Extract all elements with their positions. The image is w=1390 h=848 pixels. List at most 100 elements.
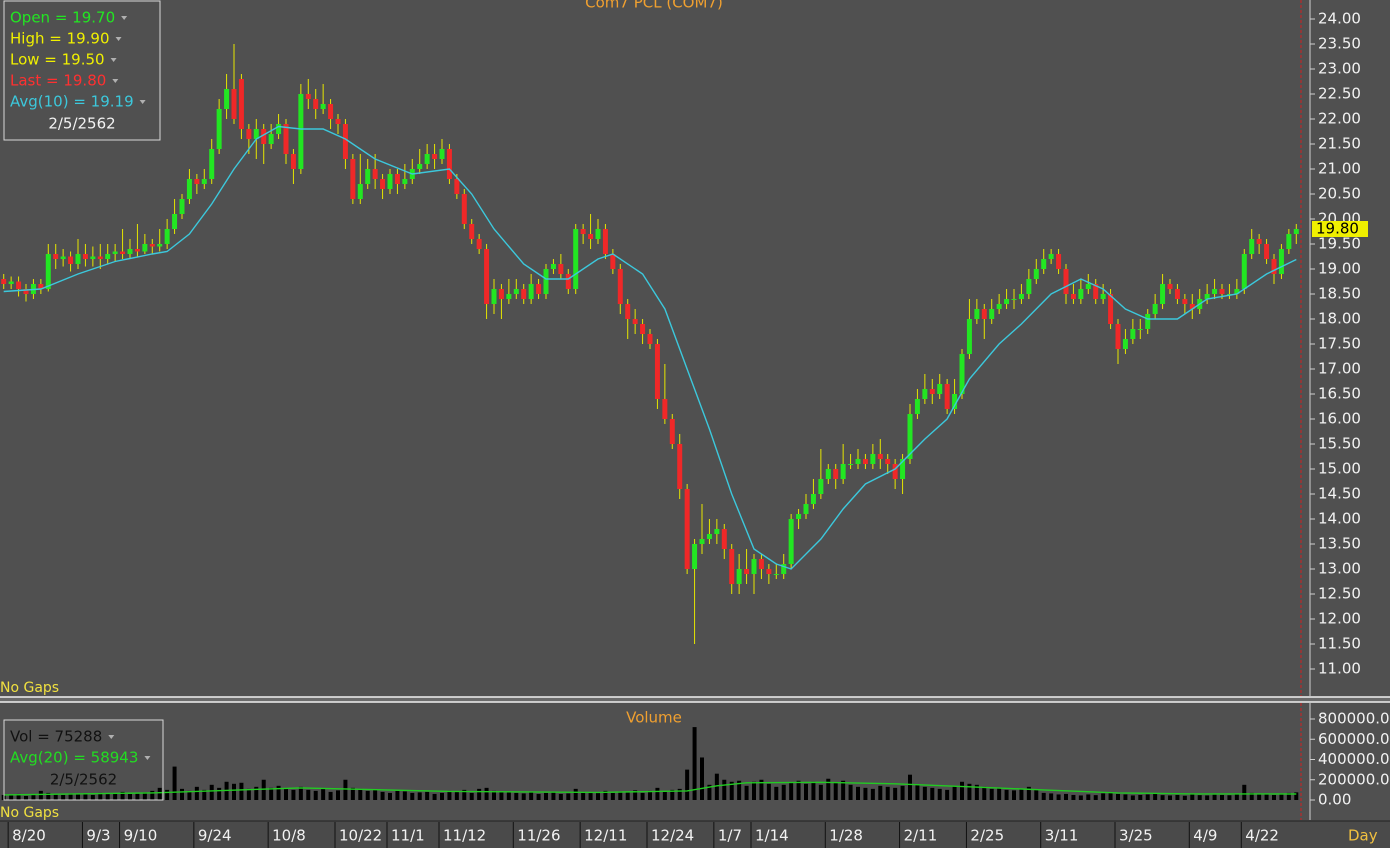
volume-bar — [766, 783, 771, 801]
volume-bar — [269, 787, 274, 801]
volume-bar — [380, 791, 385, 801]
volume-bar — [506, 792, 511, 801]
volume-bar — [1138, 794, 1143, 801]
candle-body — [744, 569, 750, 574]
candle-body — [1286, 234, 1292, 249]
volume-bar — [870, 788, 875, 801]
candle-body — [224, 89, 230, 109]
volume-bar — [38, 790, 43, 801]
candle-body — [907, 414, 913, 459]
volume-bar — [350, 787, 355, 801]
candle-body — [157, 244, 163, 247]
volume-bar — [499, 791, 504, 801]
volume-bar — [900, 785, 905, 801]
volume-bar — [1034, 789, 1039, 801]
volume-bar — [603, 790, 608, 801]
volume-bar — [365, 790, 370, 801]
volume-bar — [633, 790, 638, 801]
candle-body — [736, 569, 742, 584]
candle-body — [8, 281, 14, 284]
candle-body — [209, 149, 215, 179]
volume-bar — [945, 789, 950, 801]
candle-body — [394, 174, 400, 184]
candle-body — [862, 459, 868, 464]
volume-bar — [692, 727, 697, 801]
y-tick-label: 14.00 — [1318, 510, 1361, 528]
candle-body — [914, 399, 920, 414]
volume-bar — [24, 795, 28, 801]
x-tick-label: 4/22 — [1245, 827, 1279, 845]
volume-bar — [417, 792, 422, 801]
volume-bar — [98, 792, 103, 801]
volume-bar — [306, 789, 311, 801]
volume-bar — [826, 778, 831, 801]
volume-bar — [462, 789, 467, 801]
y-tick-label: 12.00 — [1318, 610, 1361, 628]
candle-body — [877, 454, 883, 459]
candle-body — [372, 169, 378, 179]
candle-body — [246, 129, 252, 139]
candle-body — [885, 459, 891, 464]
candle-body — [1, 279, 7, 284]
candle-body — [781, 564, 787, 574]
volume-bar — [967, 783, 972, 801]
volume-bar — [1190, 794, 1195, 801]
y-tick-label: 21.50 — [1318, 135, 1361, 153]
volume-bar — [113, 793, 118, 801]
volume-bar — [9, 795, 14, 801]
candle-body — [75, 254, 81, 264]
legend-item: High = 19.90 — [10, 30, 110, 48]
volume-bar — [157, 787, 162, 801]
candle-body — [1256, 239, 1262, 244]
candle-body — [521, 289, 527, 299]
candle-body — [602, 229, 608, 254]
volume-bar — [1257, 793, 1262, 801]
volume-bar — [61, 794, 66, 801]
legend-dropdown — [139, 100, 146, 104]
volume-bar — [477, 788, 482, 801]
candle-body — [788, 519, 794, 564]
volume-bar — [1175, 794, 1180, 801]
x-tick-label: 9/24 — [198, 827, 232, 845]
candle-body — [491, 289, 497, 304]
candle-body — [365, 169, 371, 184]
candle-body — [662, 399, 668, 419]
candle-body — [617, 269, 623, 304]
candle-body — [1011, 299, 1017, 300]
legend-item: Low = 19.50 — [10, 51, 105, 69]
candle-body — [729, 549, 735, 584]
volume-bar — [529, 791, 534, 801]
volume-bar — [16, 793, 21, 801]
candle-body — [1108, 294, 1114, 324]
volume-bar — [1026, 786, 1031, 801]
volume-bar — [544, 792, 548, 801]
volume-bar — [172, 766, 177, 801]
gap-note: No Gaps — [0, 680, 59, 696]
x-tick-label: 3/25 — [1119, 827, 1153, 845]
candle-body — [283, 124, 289, 154]
volume-bar — [670, 789, 675, 801]
volume-bar — [321, 788, 326, 801]
candle-body — [870, 454, 876, 464]
volume-bar — [722, 779, 727, 801]
candle-body — [432, 154, 438, 159]
volume-bar — [893, 787, 898, 801]
candle-body — [640, 324, 646, 334]
volume-bar — [484, 787, 489, 801]
candle-body — [439, 149, 445, 159]
volume-bar — [982, 786, 987, 801]
legend-date: 2/5/2562 — [50, 771, 117, 789]
candle-body — [253, 129, 259, 139]
x-tick-label: 10/8 — [272, 827, 306, 845]
volume-bar — [781, 784, 786, 801]
volume-bar — [31, 794, 36, 801]
volume-bar — [239, 782, 244, 801]
candle-body — [498, 289, 504, 299]
candle-body — [380, 179, 386, 189]
candle-body — [1085, 284, 1091, 289]
candle-body — [1070, 294, 1076, 299]
y-tick-label: 0.00 — [1318, 791, 1351, 809]
candle-body — [231, 89, 237, 119]
volume-bar — [105, 793, 110, 801]
candle-body — [1122, 339, 1128, 349]
